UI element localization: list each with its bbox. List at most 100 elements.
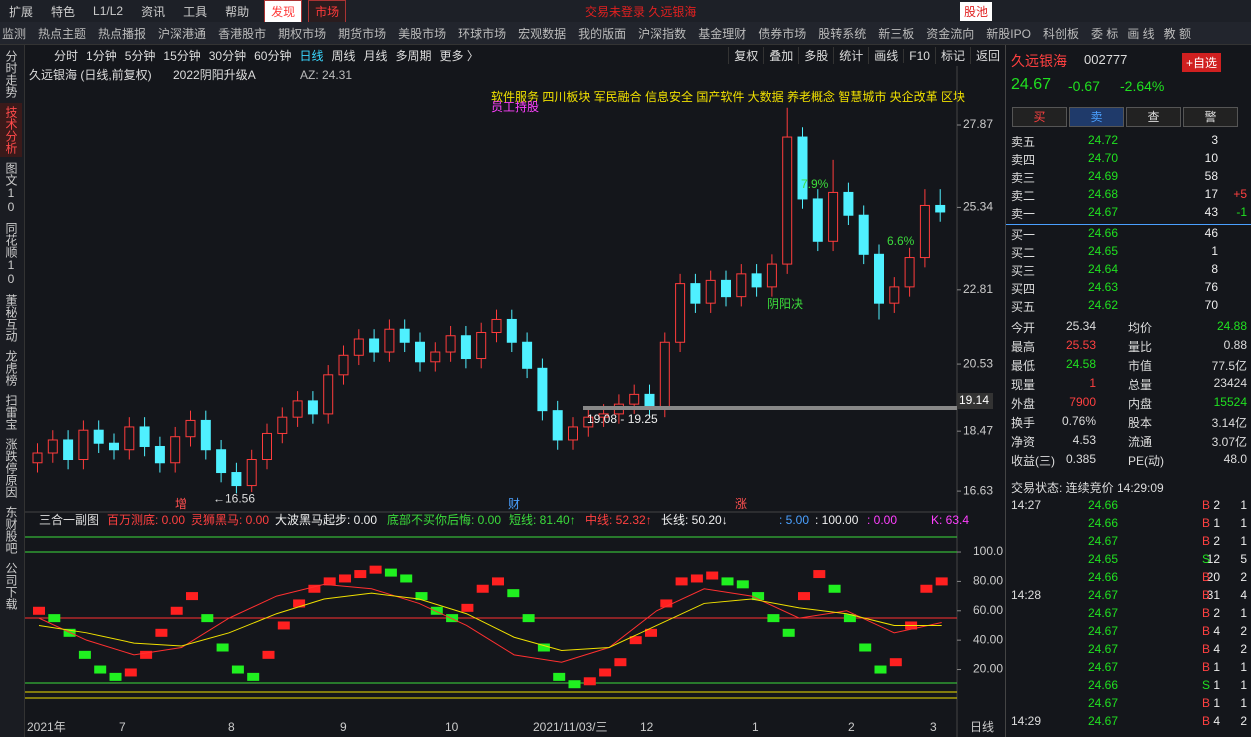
indicator-param: K: 63.4 — [931, 513, 969, 527]
indicator-param: : 0.00 — [867, 513, 897, 527]
cell: 1 — [1213, 696, 1220, 710]
period-item[interactable]: 15分钟 — [163, 49, 201, 63]
indicator-param: : 5.00 — [779, 513, 809, 527]
nav-item[interactable]: 宏观数据 — [518, 26, 567, 41]
stock-pool[interactable]: 股池 — [960, 1, 993, 21]
sidebar-tab[interactable]: 图文10 — [4, 162, 18, 214]
nav-item[interactable]: 监测 — [2, 26, 27, 41]
sidebar-tab[interactable]: 分时走势 — [4, 50, 18, 98]
quote-panel: 久远银海 002777 +自选 24.67 -0.67 -2.64% 买卖查警卖五 24.72… — [1005, 45, 1251, 737]
nav-item[interactable]: 股转系统 — [818, 26, 867, 41]
nav-item[interactable]: 热点播报 — [98, 26, 147, 41]
period-item[interactable]: 1分钟 — [86, 49, 117, 63]
tool-item[interactable]: 标记 — [934, 47, 970, 64]
menu-item[interactable]: 工具 — [183, 4, 208, 19]
y-tick-label: 20.53 — [963, 356, 993, 370]
add-watch[interactable]: +自选 — [1182, 53, 1222, 72]
period-item[interactable]: 多周期 — [395, 49, 432, 63]
short-line-block — [293, 599, 306, 608]
menu-item[interactable]: 资讯 — [141, 4, 166, 19]
tool-item[interactable]: 统计 — [833, 47, 868, 64]
menu-item[interactable]: L1/L2 — [93, 4, 124, 18]
x-label: 7 — [119, 720, 126, 734]
cell: B — [1202, 498, 1211, 512]
short-line-block — [736, 580, 749, 589]
cell: 48.0 — [1223, 452, 1247, 466]
nav-item[interactable]: 期权市场 — [278, 26, 327, 41]
y-tick-label: 40.00 — [973, 632, 1003, 646]
nav-item[interactable]: 香港股市 — [218, 26, 267, 41]
event-marker: 涨 — [735, 496, 747, 511]
short-line-block — [859, 643, 872, 652]
candle-body — [353, 338, 364, 356]
period-item[interactable]: 更多 〉 — [439, 49, 479, 63]
period-item[interactable]: 周线 — [331, 49, 356, 63]
cell: 买三 — [1011, 264, 1036, 278]
cell: 8 — [1211, 262, 1218, 276]
sidebar-tab[interactable]: 技术分析 — [0, 103, 22, 157]
cell: 23424 — [1213, 376, 1247, 390]
cursor-price: 19.14 — [959, 393, 989, 407]
menu-tab[interactable]: 发现 — [264, 0, 303, 23]
period-item[interactable]: 分时 — [54, 49, 79, 63]
cell: B — [1202, 534, 1211, 548]
sidebar-tab[interactable]: 扫雷宝 — [4, 394, 18, 430]
cell: 24.64 — [1088, 262, 1119, 276]
period-item[interactable]: 60分钟 — [254, 49, 292, 63]
trade-button[interactable]: 买 — [1012, 107, 1067, 127]
menu-item[interactable]: 特色 — [51, 4, 76, 19]
cell: 24.67 — [1088, 534, 1119, 548]
menu-tab[interactable]: 市场 — [308, 0, 347, 23]
y-tick-label: 18.47 — [963, 423, 993, 437]
short-line-block — [186, 592, 198, 601]
period-item[interactable]: 30分钟 — [208, 49, 247, 63]
trade-button[interactable]: 查 — [1126, 107, 1181, 127]
nav-item[interactable]: 美股市场 — [398, 26, 447, 41]
sidebar-tab[interactable]: 公司下载 — [4, 562, 18, 610]
nav-item[interactable]: 热点主题 — [38, 26, 87, 41]
period-item[interactable]: 5分钟 — [124, 49, 156, 63]
cell: 24.58 — [1065, 357, 1096, 371]
x-label: 10 — [445, 720, 459, 734]
nav-item[interactable]: 环球市场 — [458, 26, 507, 41]
nav-item[interactable]: 债券市场 — [758, 26, 807, 41]
x-label: 12 — [640, 720, 654, 734]
nav-item[interactable]: 沪深指数 — [638, 26, 687, 41]
tool-item[interactable]: 叠加 — [763, 47, 798, 64]
x-label: 日线 — [970, 720, 994, 734]
nav-item[interactable]: 资金流向 — [926, 26, 975, 41]
cell: 24.67 — [1088, 588, 1119, 602]
sidebar-tab[interactable]: 同花顺10 — [4, 222, 18, 286]
sidebar-tab[interactable]: 涨跌停原因 — [4, 438, 18, 498]
sidebar-tab[interactable]: 董秘互动 — [4, 294, 18, 342]
nav-item[interactable]: 新股IPO — [986, 26, 1031, 41]
trade-button[interactable]: 卖 — [1069, 107, 1124, 127]
nav-item[interactable]: 委 标 — [1090, 26, 1119, 41]
period-item[interactable]: 日线 — [299, 49, 324, 63]
tool-item[interactable]: 多股 — [798, 47, 833, 64]
short-line-block — [48, 614, 61, 623]
nav-item[interactable]: 画 线 — [1127, 26, 1155, 41]
period-item[interactable]: 月线 — [363, 49, 388, 63]
nav-item[interactable]: 科创板 — [1042, 26, 1079, 41]
nav-item[interactable]: 基金理财 — [698, 26, 747, 41]
nav-item[interactable]: 期货市场 — [338, 26, 387, 41]
trade-button[interactable]: 警 — [1183, 107, 1238, 127]
cell: 2 — [1213, 498, 1220, 512]
short-line-block — [430, 606, 443, 615]
candle-body — [185, 419, 196, 438]
sidebar-tab[interactable]: 龙虎榜 — [4, 350, 18, 386]
short-line-block — [140, 650, 153, 659]
nav-item[interactable]: 我的版面 — [578, 26, 627, 41]
nav-item[interactable]: 新三板 — [878, 26, 915, 41]
menu-item[interactable]: 帮助 — [225, 4, 250, 19]
menu-item[interactable]: 扩展 — [9, 4, 34, 19]
tool-item[interactable]: F10 — [903, 48, 935, 63]
nav-item[interactable]: 教 额 — [1163, 26, 1191, 41]
tool-item[interactable]: 画线 — [868, 47, 903, 64]
tool-item[interactable]: 复权 — [728, 47, 763, 64]
sidebar-tab[interactable]: 东财股吧 — [4, 506, 18, 554]
tool-item[interactable]: 返回 — [969, 47, 1005, 64]
nav-item[interactable]: 沪深港通 — [158, 26, 207, 41]
